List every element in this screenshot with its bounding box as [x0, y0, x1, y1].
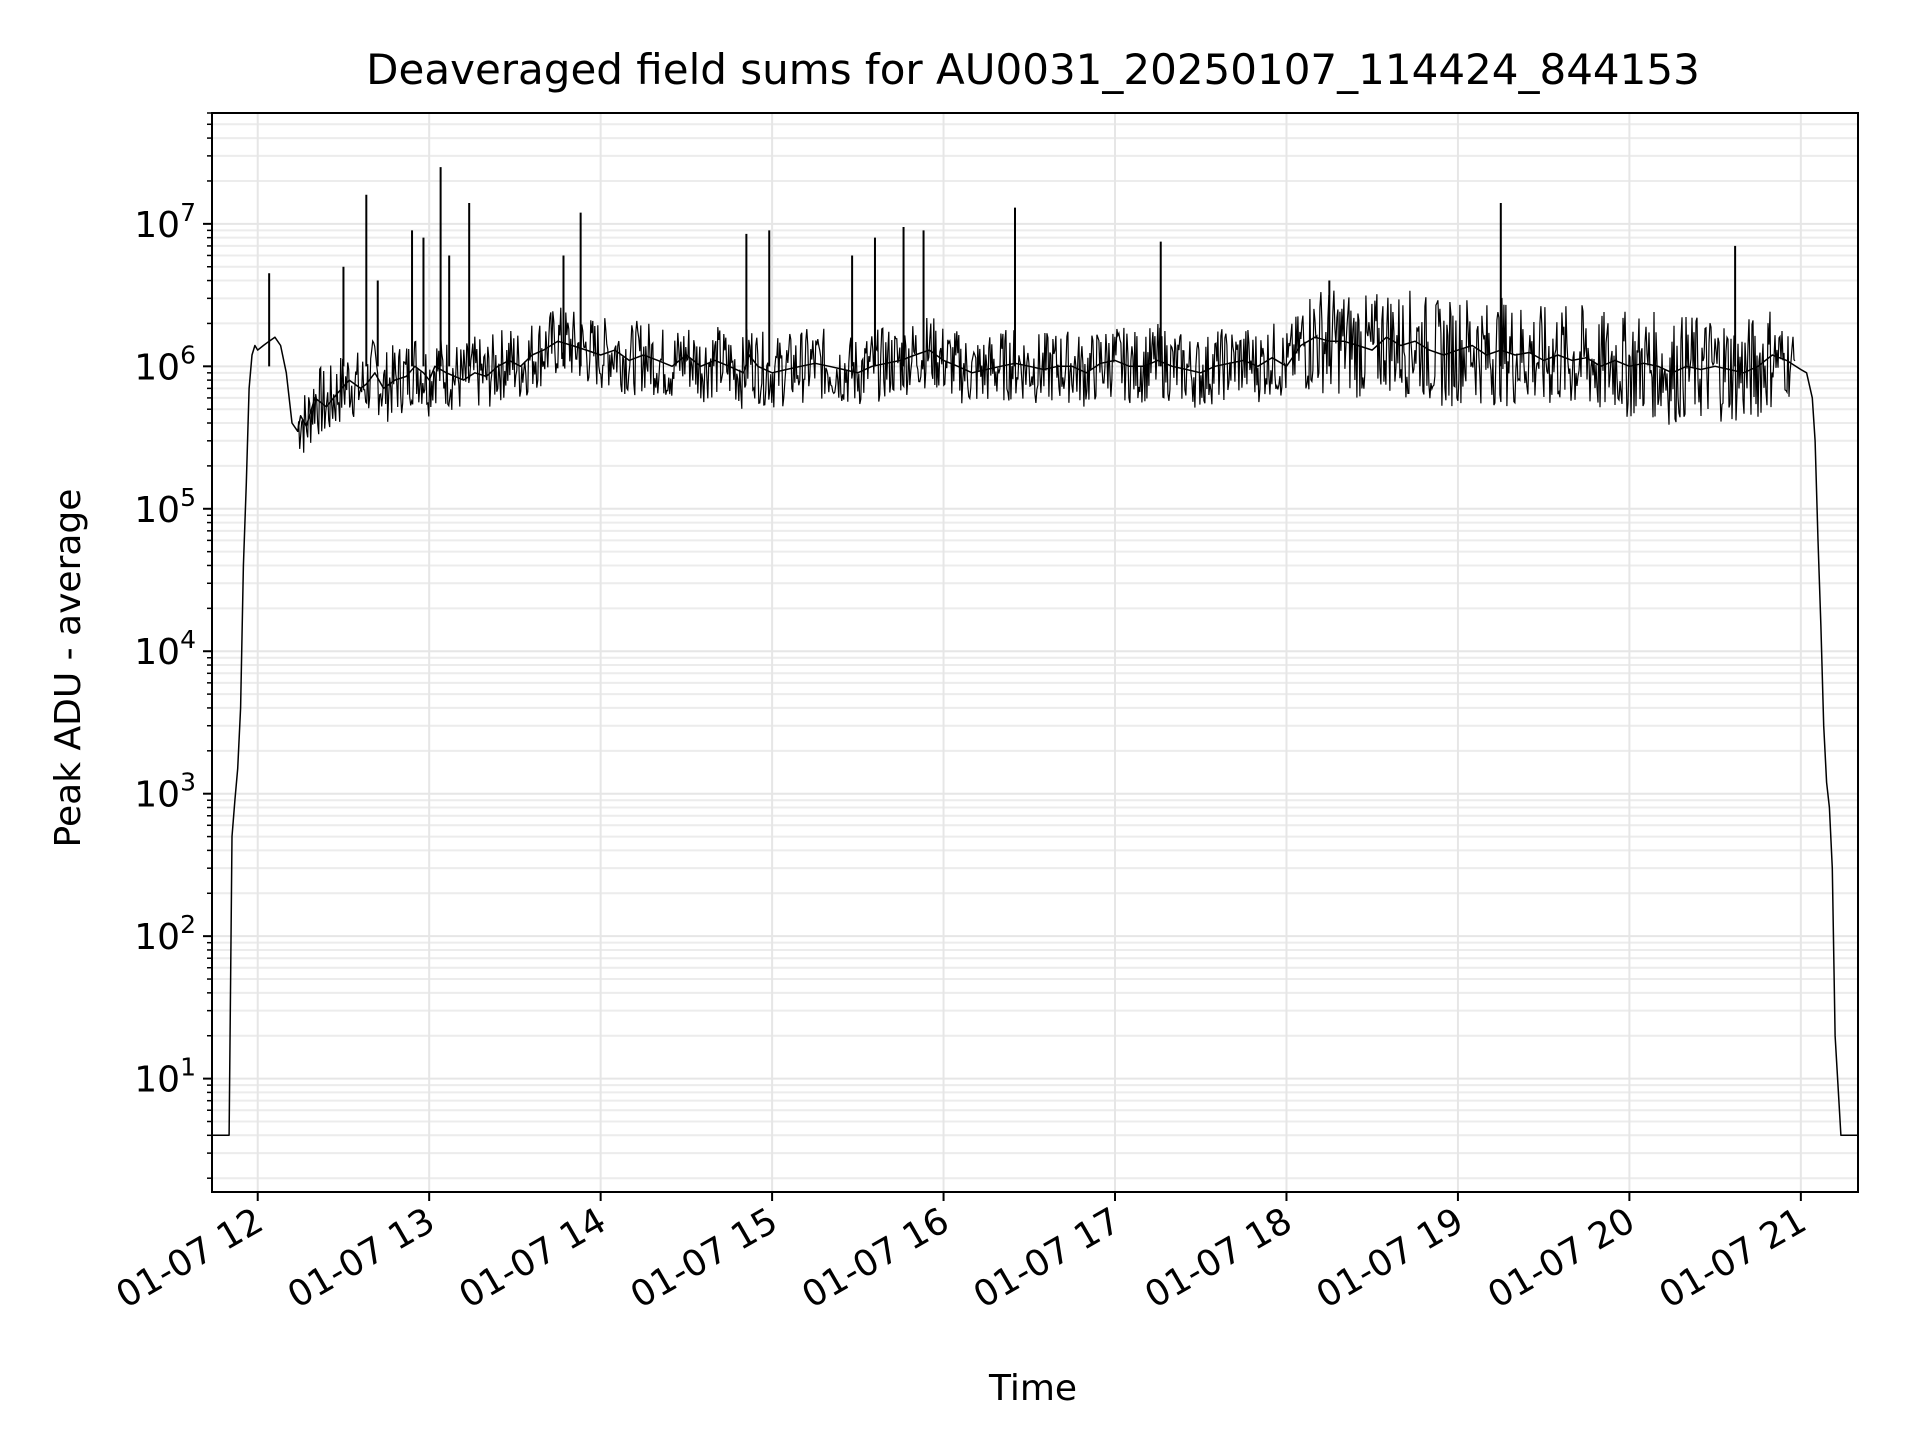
- y-tick-exponent: 1: [180, 1053, 196, 1082]
- x-axis-label: Time: [988, 1368, 1077, 1409]
- y-tick-base: 10: [134, 632, 180, 673]
- y-tick-base: 10: [134, 1060, 180, 1101]
- series-noise-line: [297, 290, 1796, 453]
- y-tick-label: 103: [134, 768, 196, 816]
- y-axis-label: Peak ADU - average: [48, 489, 89, 848]
- y-tick-base: 10: [134, 775, 180, 816]
- axes-frame: [211, 112, 1859, 1193]
- y-tick-exponent: 7: [180, 198, 196, 227]
- y-tick-base: 10: [134, 917, 180, 958]
- y-tick-base: 10: [134, 347, 180, 388]
- y-tick-label: 104: [134, 625, 196, 673]
- y-tick-base: 10: [134, 490, 180, 531]
- y-tick-label: 102: [134, 910, 196, 958]
- y-tick-exponent: 2: [180, 910, 196, 939]
- chart-title: Deaveraged field sums for AU0031_2025010…: [366, 45, 1700, 94]
- plot-area: [212, 167, 1858, 1137]
- y-tick-label: 106: [134, 340, 196, 388]
- y-tick-label: 105: [134, 483, 196, 531]
- y-tick-base: 10: [134, 205, 180, 246]
- y-tick-exponent: 3: [180, 768, 196, 797]
- y-tick-label: 107: [134, 198, 196, 246]
- y-tick-exponent: 4: [180, 625, 196, 654]
- y-tick-exponent: 5: [180, 483, 196, 512]
- y-tick-exponent: 6: [180, 340, 196, 369]
- y-tick-label: 101: [134, 1053, 196, 1101]
- grid: [212, 112, 1858, 1192]
